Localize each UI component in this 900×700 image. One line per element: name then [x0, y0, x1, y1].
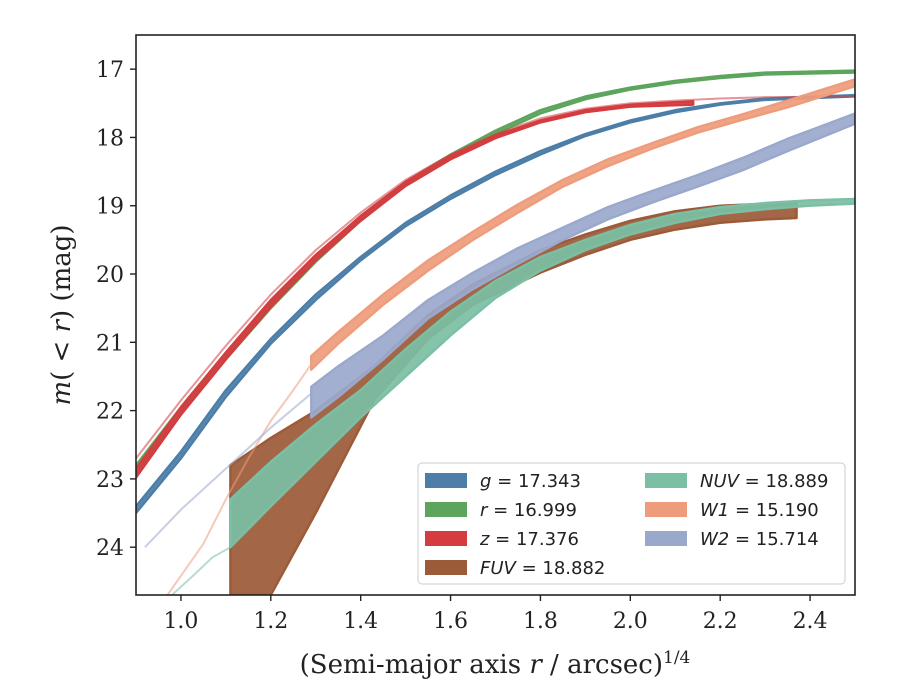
x-tick-label: 2.4 — [793, 609, 828, 634]
y-tick-label: 22 — [96, 400, 124, 425]
series-layer — [136, 69, 855, 595]
x-tick-label: 1.2 — [253, 609, 288, 634]
legend-swatch-fuv — [425, 560, 467, 575]
series-z — [136, 95, 855, 479]
series-w2-faint-line — [144, 392, 312, 548]
legend: g = 17.343 r = 16.999 z = 17.376 FUV = 18.8… — [417, 462, 846, 585]
y-tick-label: 20 — [96, 263, 124, 288]
series-w1-faint-line — [166, 363, 313, 595]
series-nuv-band — [229, 197, 855, 549]
series-g — [136, 93, 855, 515]
x-tick-label: 1.8 — [523, 609, 558, 634]
legend-label-z: z = 17.376 — [479, 529, 579, 550]
series-z-band — [136, 100, 695, 479]
series-nuv — [171, 197, 855, 595]
legend-swatch-z — [425, 531, 467, 546]
legend-swatch-w1 — [645, 502, 687, 517]
series-w2-band — [310, 112, 855, 419]
y-axis-title: m( < r) (mag) — [47, 224, 77, 405]
legend-label-fuv: FUV = 18.882 — [480, 558, 605, 579]
x-tick-label: 1.6 — [433, 609, 468, 634]
y-tick-label: 21 — [96, 331, 124, 356]
y-tick-label: 19 — [96, 195, 124, 220]
legend-swatch-g — [425, 473, 467, 488]
x-tick-label: 2.2 — [703, 609, 738, 634]
y-tick-label: 23 — [96, 468, 124, 493]
x-tick-label: 2.0 — [613, 609, 648, 634]
series-w1-band — [310, 78, 855, 371]
legend-label-r: r = 16.999 — [480, 500, 577, 521]
y-tick-label: 18 — [96, 126, 124, 151]
series-g-band — [136, 93, 855, 515]
legend-label-w2: W2 = 15.714 — [700, 529, 819, 550]
plot-frame — [135, 34, 856, 596]
series-z-faint-line — [136, 95, 855, 460]
y-tick-label: 17 — [96, 58, 124, 83]
x-axis-title: (Semi-major axis r / arcsec)1/4 — [300, 648, 691, 680]
x-tick-label: 1.4 — [343, 609, 378, 634]
y-axis-ticks: 17 18 19 20 21 22 23 24 — [96, 58, 136, 561]
legend-label-nuv: NUV = 18.889 — [700, 471, 828, 492]
series-w1 — [166, 78, 855, 595]
legend-box — [417, 462, 846, 585]
series-nuv-faint-line — [171, 546, 231, 595]
legend-swatch-r — [425, 502, 467, 517]
legend-label-w1: W1 = 15.190 — [700, 500, 819, 521]
x-tick-label: 1.0 — [163, 609, 198, 634]
legend-label-g: g = 17.343 — [480, 471, 581, 492]
x-axis-ticks: 1.0 1.2 1.4 1.6 1.8 2.0 2.2 2.4 — [163, 595, 828, 634]
y-tick-label: 24 — [96, 536, 124, 561]
legend-swatch-w2 — [645, 531, 687, 546]
legend-swatch-nuv — [645, 473, 687, 488]
series-w2 — [144, 112, 855, 548]
